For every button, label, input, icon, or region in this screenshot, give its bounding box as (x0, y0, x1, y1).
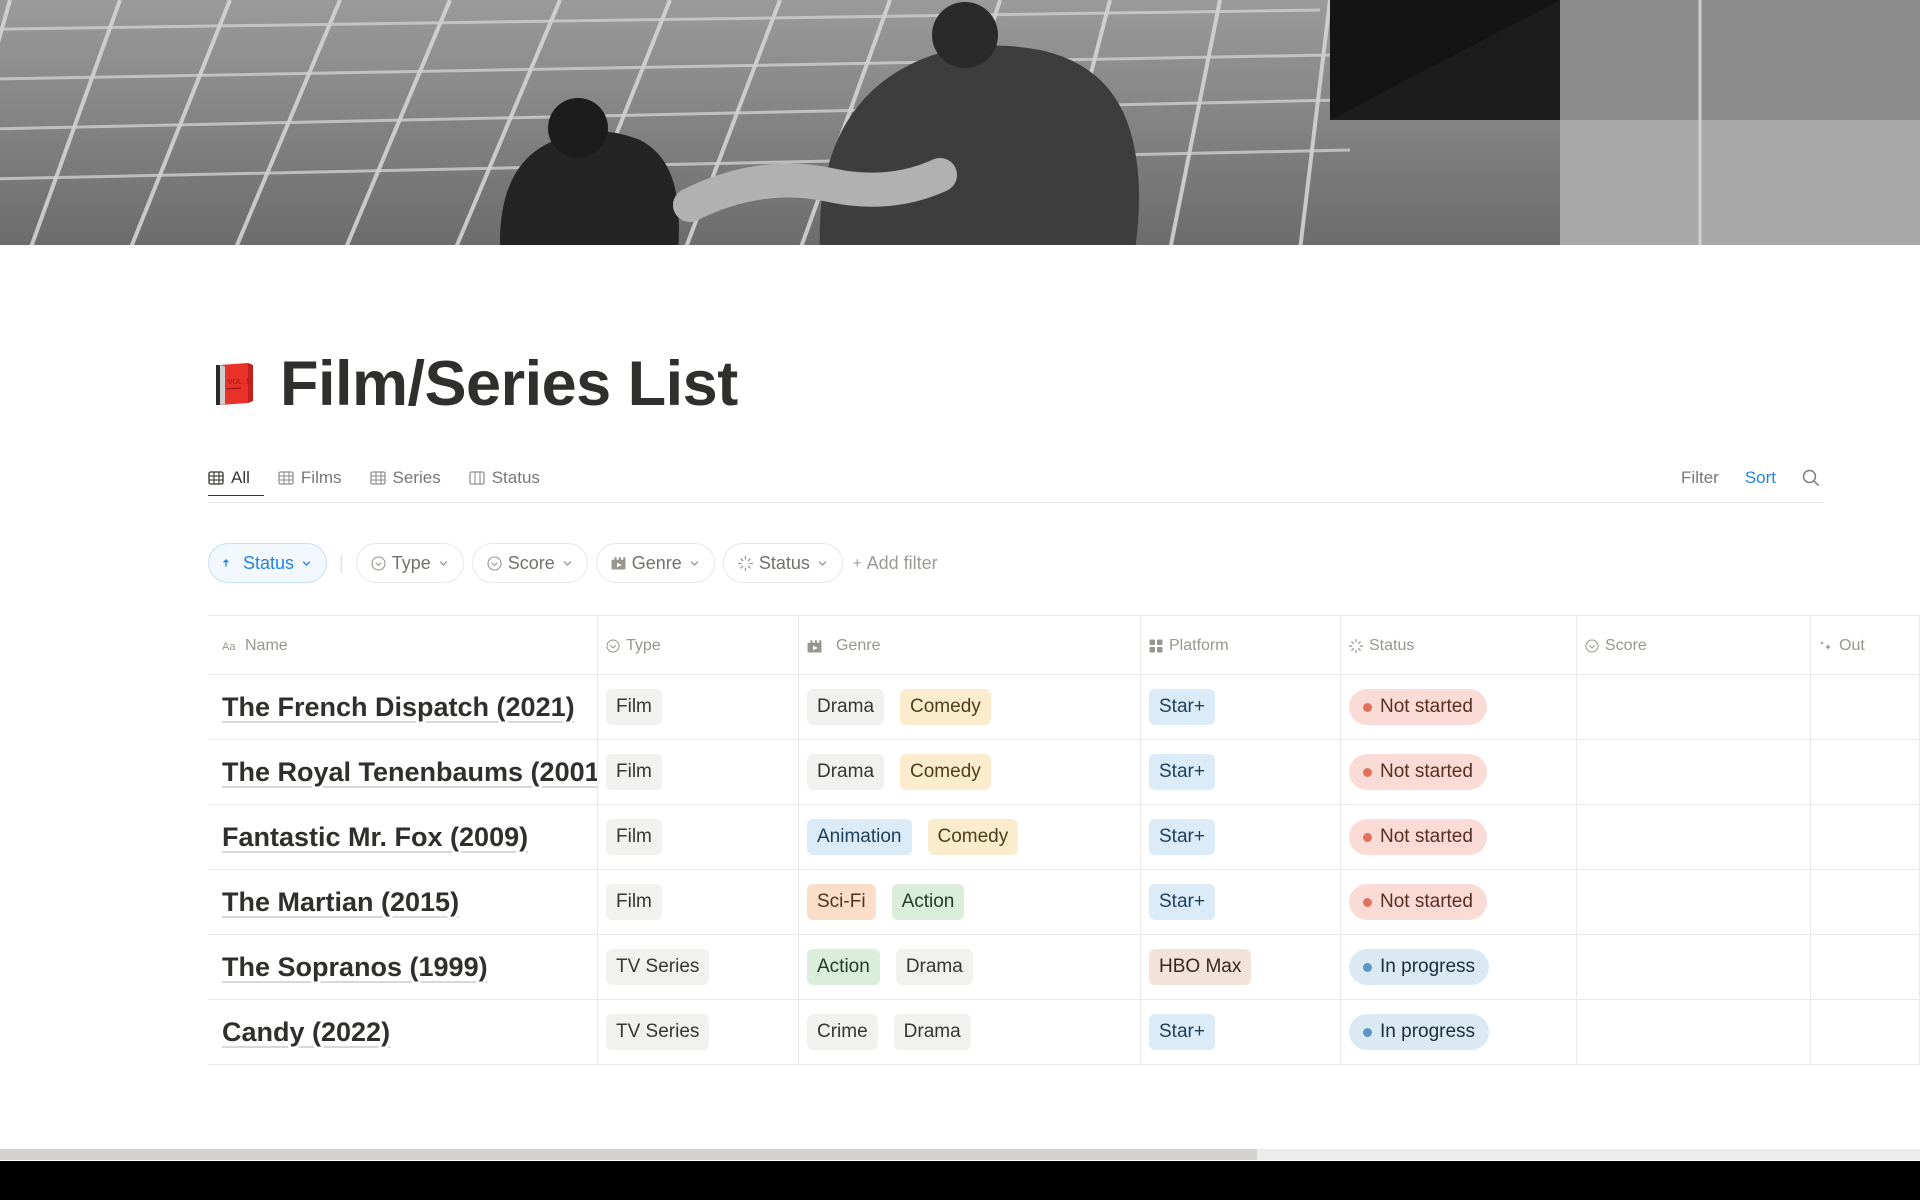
svg-text:Aa: Aa (222, 641, 236, 652)
svg-text:VOL. 1: VOL. 1 (228, 378, 250, 386)
